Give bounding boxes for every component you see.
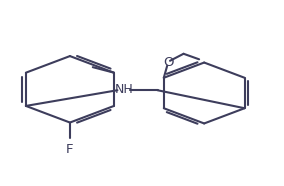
Text: O: O	[163, 56, 173, 69]
Text: NH: NH	[114, 83, 133, 96]
Text: F: F	[66, 143, 74, 156]
